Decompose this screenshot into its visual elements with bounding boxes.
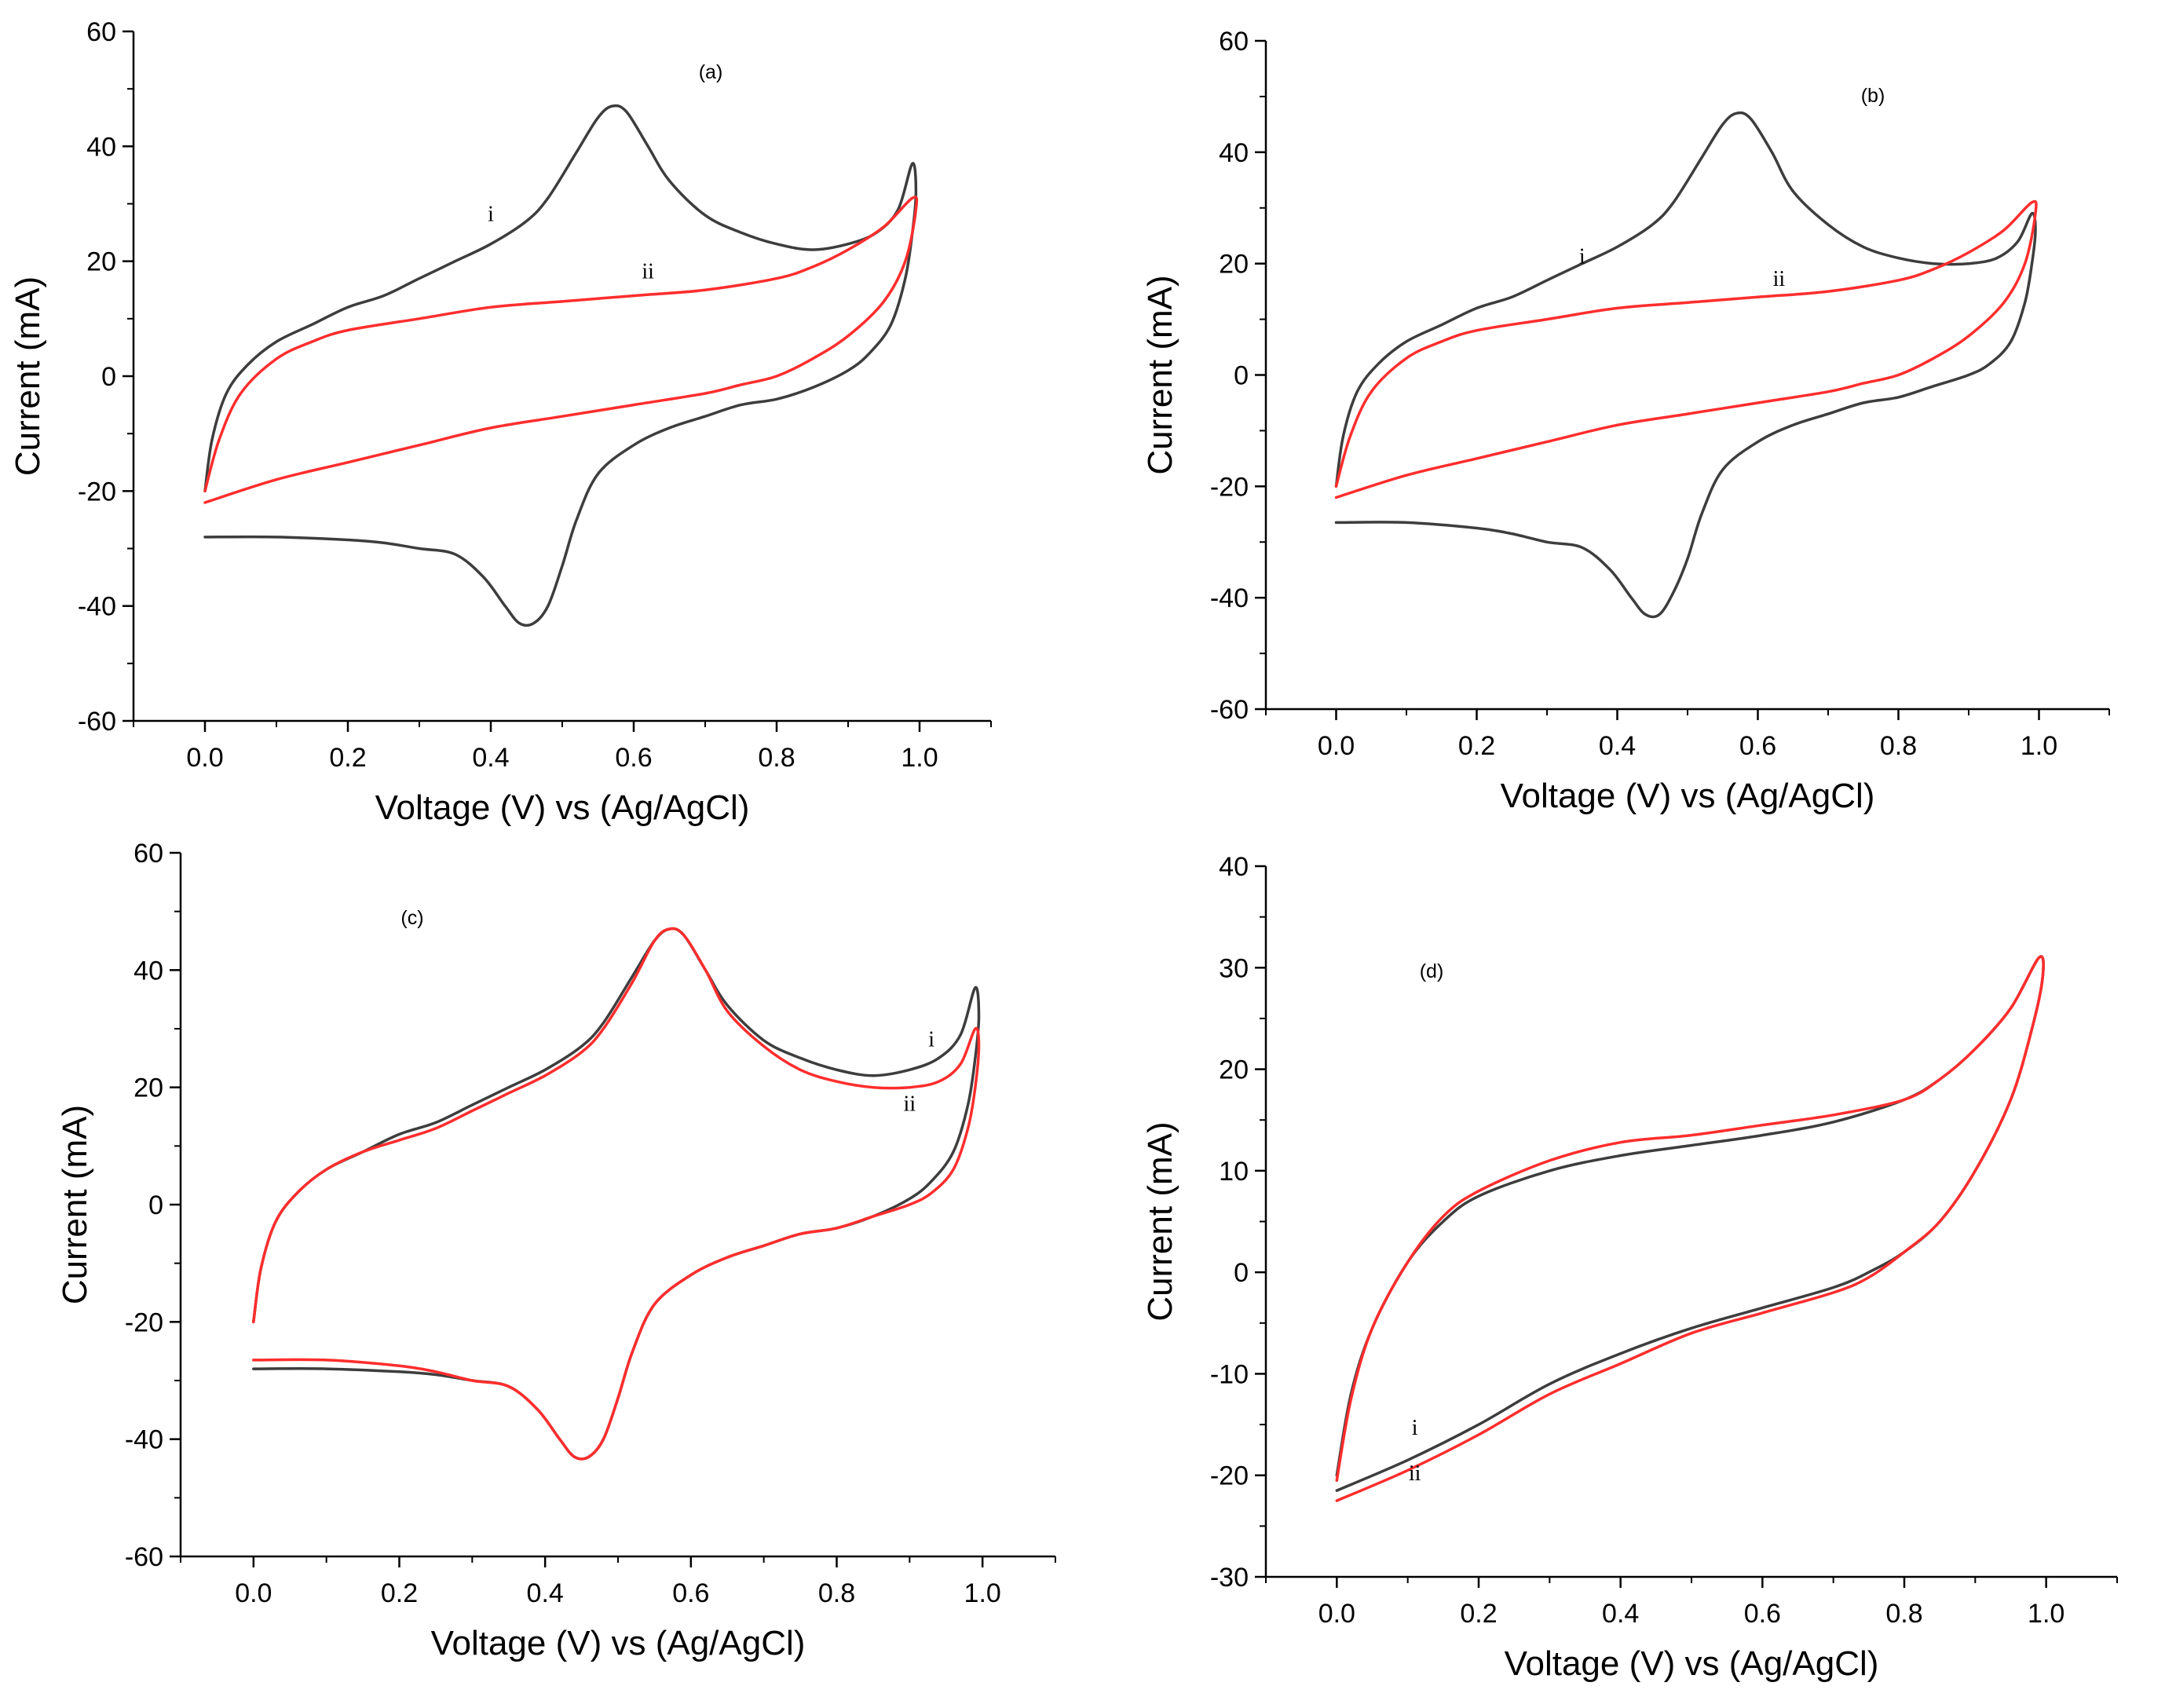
y-tick-label: 30 — [1219, 953, 1249, 983]
x-tick-label: 0.6 — [615, 743, 652, 773]
y-tick-label: 60 — [1219, 27, 1249, 57]
y-tick-label: -40 — [78, 592, 116, 622]
series-ii-line — [1334, 199, 2038, 499]
x-tick-label: 0.6 — [672, 1578, 709, 1608]
x-tick-label: 1.0 — [901, 743, 938, 773]
y-axis-title: Current (mA) — [9, 276, 47, 476]
series-ii-label: ii — [904, 1092, 916, 1117]
x-tick-label: 0.6 — [1739, 731, 1776, 761]
panel-c: 0.0 0.2 0.4 0.6 0.8 1.0 -60 -40 -20 0 20 40 60 Voltag… — [56, 839, 1056, 1662]
series-ii-line — [1335, 955, 2045, 1502]
series-ii-line — [252, 927, 981, 1461]
y-tick-label: 20 — [1219, 1055, 1249, 1085]
y-tick-label: -40 — [125, 1425, 163, 1455]
series-ii-label: ii — [1773, 267, 1786, 291]
x-tick-label: 0.8 — [1885, 1599, 1922, 1629]
y-tick-label: -10 — [1210, 1359, 1249, 1389]
x-tick-label: 0.0 — [1318, 731, 1355, 761]
y-tick-label: -20 — [1210, 472, 1249, 502]
panel-b: 0.0 0.2 0.4 0.6 0.8 1.0 -60 -40 -20 0 20 40 60 Voltag… — [1141, 27, 2110, 815]
y-tick-label: 20 — [86, 247, 116, 277]
panel-label: (c) — [400, 907, 423, 929]
series-i-label: i — [1412, 1416, 1418, 1440]
series-ii-label: ii — [1409, 1461, 1421, 1486]
series-ii-line — [203, 196, 919, 504]
x-axis-title: Voltage (V) vs (Ag/AgCl) — [375, 788, 750, 827]
y-tick-label: -60 — [125, 1542, 163, 1572]
x-tick-label: 1.0 — [2028, 1599, 2064, 1629]
x-axis-title: Voltage (V) vs (Ag/AgCl) — [431, 1624, 806, 1662]
series-i-line — [203, 104, 918, 627]
series-ii-label: ii — [642, 260, 654, 284]
y-tick-label: 40 — [1219, 852, 1249, 882]
panel-d: 0.0 0.2 0.4 0.6 0.8 1.0 -30 -20 -10 0 10 20 30 40 Volt… — [1141, 852, 2118, 1683]
x-tick-label: 0.0 — [186, 743, 223, 773]
y-tick-label: 10 — [1219, 1157, 1249, 1187]
y-tick-label: 40 — [86, 132, 116, 162]
x-tick-label: 0.8 — [1880, 731, 1917, 761]
y-tick-label: 0 — [1234, 1258, 1249, 1288]
series-i-label: i — [1579, 245, 1585, 269]
series-i-label: i — [928, 1027, 934, 1051]
x-tick-label: 0.2 — [381, 1578, 418, 1608]
y-tick-label: -60 — [78, 707, 116, 737]
y-tick-label: -20 — [78, 477, 116, 507]
panel-label: (b) — [1861, 85, 1885, 107]
x-tick-label: 0.4 — [527, 1578, 564, 1608]
y-axis-title: Current (mA) — [56, 1105, 94, 1304]
y-tick-label: -40 — [1210, 583, 1249, 613]
x-tick-label: 0.6 — [1744, 1599, 1781, 1629]
x-axis-title: Voltage (V) vs (Ag/AgCl) — [1501, 777, 1875, 815]
y-tick-label: 40 — [133, 956, 163, 986]
x-tick-label: 0.8 — [758, 743, 795, 773]
y-tick-label: 0 — [1234, 361, 1249, 391]
x-tick-label: 0.2 — [329, 743, 366, 773]
panel-label: (d) — [1420, 960, 1444, 982]
x-tick-label: 0.4 — [472, 743, 509, 773]
x-tick-label: 0.0 — [235, 1578, 272, 1608]
y-tick-label: 0 — [148, 1190, 163, 1220]
x-axis-title: Voltage (V) vs (Ag/AgCl) — [1505, 1644, 1879, 1683]
x-tick-label: 1.0 — [964, 1578, 1001, 1608]
x-tick-label: 0.8 — [818, 1578, 855, 1608]
x-tick-label: 1.0 — [2021, 731, 2057, 761]
series-i-label: i — [488, 202, 494, 226]
series-i-line — [1334, 111, 2037, 619]
y-axis-title: Current (mA) — [1141, 1121, 1179, 1321]
y-axis-title: Current (mA) — [1141, 275, 1179, 474]
panel-label: (a) — [699, 61, 723, 83]
x-tick-label: 0.2 — [1460, 1599, 1497, 1629]
x-tick-label: 0.4 — [1599, 731, 1636, 761]
panel-a: 0.0 0.2 0.4 0.6 0.8 1.0 -60 -40 -20 0 20 40 60 Voltag… — [9, 17, 992, 827]
y-tick-label: -20 — [1210, 1461, 1249, 1491]
y-tick-label: -30 — [1210, 1563, 1249, 1593]
x-tick-label: 0.2 — [1458, 731, 1495, 761]
y-tick-label: 60 — [86, 17, 116, 47]
x-tick-label: 0.0 — [1318, 1599, 1355, 1629]
x-tick-label: 0.4 — [1602, 1599, 1639, 1629]
y-tick-label: -20 — [125, 1308, 163, 1337]
y-tick-label: 20 — [133, 1073, 163, 1103]
y-tick-label: 60 — [133, 839, 163, 869]
y-tick-label: 20 — [1219, 250, 1249, 280]
y-tick-label: -60 — [1210, 695, 1249, 725]
y-tick-label: 40 — [1219, 138, 1249, 168]
y-tick-label: 0 — [101, 362, 116, 392]
